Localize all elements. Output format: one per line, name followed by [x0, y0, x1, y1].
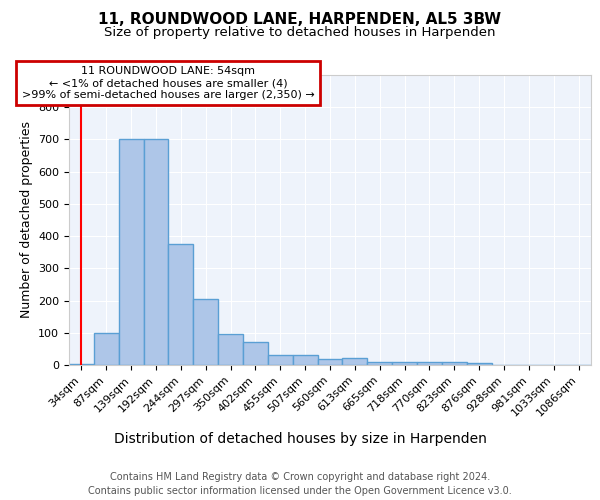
- Bar: [143, 140, 169, 365]
- Bar: [317, 358, 343, 365]
- Text: Distribution of detached houses by size in Harpenden: Distribution of detached houses by size …: [113, 432, 487, 446]
- Text: 11, ROUNDWOOD LANE, HARPENDEN, AL5 3BW: 11, ROUNDWOOD LANE, HARPENDEN, AL5 3BW: [98, 12, 502, 28]
- Bar: [243, 342, 268, 365]
- Text: Size of property relative to detached houses in Harpenden: Size of property relative to detached ho…: [104, 26, 496, 39]
- Bar: [343, 358, 367, 365]
- Y-axis label: Number of detached properties: Number of detached properties: [20, 122, 32, 318]
- Bar: [417, 362, 442, 365]
- Bar: [169, 244, 193, 365]
- Bar: [268, 356, 293, 365]
- Text: 11 ROUNDWOOD LANE: 54sqm
← <1% of detached houses are smaller (4)
>99% of semi-d: 11 ROUNDWOOD LANE: 54sqm ← <1% of detach…: [22, 66, 315, 100]
- Bar: [293, 354, 317, 365]
- Bar: [119, 140, 143, 365]
- Bar: [467, 362, 491, 365]
- Text: Contains HM Land Registry data © Crown copyright and database right 2024.: Contains HM Land Registry data © Crown c…: [110, 472, 490, 482]
- Bar: [367, 362, 392, 365]
- Bar: [218, 334, 243, 365]
- Bar: [69, 364, 94, 365]
- Bar: [442, 362, 467, 365]
- Bar: [392, 362, 417, 365]
- Bar: [193, 299, 218, 365]
- Bar: [94, 333, 119, 365]
- Text: Contains public sector information licensed under the Open Government Licence v3: Contains public sector information licen…: [88, 486, 512, 496]
